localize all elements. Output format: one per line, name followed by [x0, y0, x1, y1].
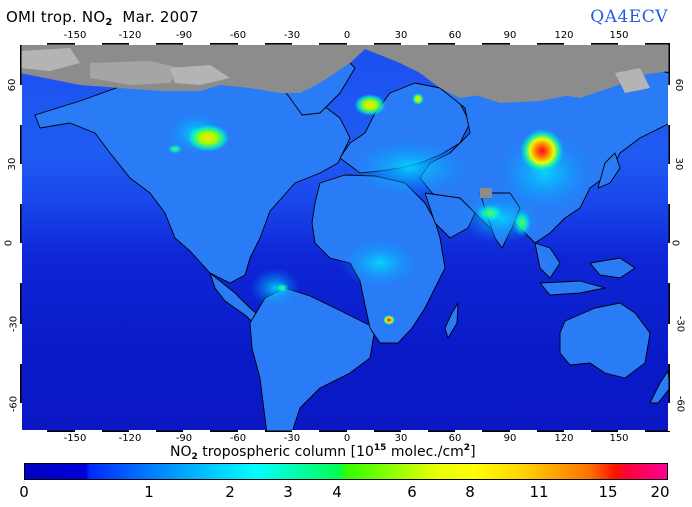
hotspot-western-europe [354, 94, 386, 116]
lat-tick: 60 [672, 78, 684, 92]
colorbar-title-unit: molec./cm [386, 444, 464, 460]
lon-tick: 0 [343, 433, 351, 444]
brand-label: QA4ECV [590, 7, 668, 27]
colorbar-label: 1 [144, 483, 154, 501]
lon-tick: 90 [503, 433, 517, 444]
lat-tick: 30 [672, 157, 684, 171]
lon-tick: 150 [609, 433, 629, 444]
lat-tick: -30 [674, 315, 686, 333]
hotspot-southeast-asia [512, 209, 532, 237]
lon-tick: -60 [229, 30, 247, 41]
lon-tick: 60 [448, 30, 462, 41]
lon-tick: 120 [554, 30, 574, 41]
hotspot-south-africa [383, 315, 395, 325]
lon-tick: -30 [283, 433, 301, 444]
lon-tick: -150 [63, 30, 87, 41]
title-subscript: 2 [105, 17, 113, 28]
no2-hotspots [166, 93, 595, 325]
title-date: Mar. 2007 [112, 8, 199, 26]
lon-tick: 30 [394, 433, 408, 444]
lat-tick: 60 [6, 78, 18, 92]
colorbar-label: 15 [598, 483, 618, 501]
lon-tick: 150 [609, 30, 629, 41]
lat-tick: -30 [8, 315, 20, 333]
colorbar-label: 20 [650, 483, 670, 501]
colorbar-title: NO2 tropospheric column [1015 molec./cm2… [170, 443, 476, 462]
colorbar-title-text: NO [170, 444, 192, 460]
lon-tick: 120 [554, 433, 574, 444]
no2-world-map[interactable] [20, 43, 670, 432]
hotspot-eastern-china [520, 129, 564, 173]
frame-graduation [20, 43, 670, 432]
colorbar-label: 6 [407, 483, 417, 501]
colorbar-title-exponent: 15 [373, 443, 387, 453]
map-frame [20, 43, 670, 432]
lon-tick: 30 [394, 30, 408, 41]
lat-tick: 30 [6, 157, 18, 171]
colorbar [24, 463, 668, 480]
colorbar-label: 11 [529, 483, 549, 501]
lat-tick: -60 [8, 395, 20, 413]
lon-tick: 0 [343, 30, 351, 41]
colorbar-title-exponent: 2 [463, 443, 471, 453]
colorbar-title-bracket: ] [470, 444, 476, 460]
hotspot-eastern-us [186, 124, 230, 152]
colorbar-label: 8 [465, 483, 475, 501]
lon-tick: -150 [63, 433, 87, 444]
colorbar-label: 2 [225, 483, 235, 501]
no-data-regions [20, 43, 670, 198]
lon-tick: -30 [283, 30, 301, 41]
lon-tick: -120 [118, 30, 142, 41]
lon-tick: -60 [229, 433, 247, 444]
hotspot-moscow [412, 93, 424, 105]
title-text: OMI trop. NO [6, 8, 106, 26]
lat-tick: 0 [3, 239, 15, 247]
hotspot-india [475, 203, 505, 223]
lon-tick: 60 [448, 433, 462, 444]
lon-tick: 90 [503, 30, 517, 41]
colorbar-title-subscript: 2 [191, 452, 198, 462]
chart-title: OMI trop. NO2 Mar. 2007 [6, 8, 199, 28]
lon-tick: -90 [175, 30, 193, 41]
colorbar-label: 3 [283, 483, 293, 501]
lon-tick: -120 [118, 433, 142, 444]
lon-tick: -90 [175, 433, 193, 444]
colorbar-title-text: tropospheric column [10 [197, 444, 374, 460]
lat-tick: 0 [669, 239, 681, 247]
colorbar-label: 0 [19, 483, 29, 501]
lat-tick: -60 [674, 395, 686, 413]
colorbar-label: 4 [332, 483, 342, 501]
